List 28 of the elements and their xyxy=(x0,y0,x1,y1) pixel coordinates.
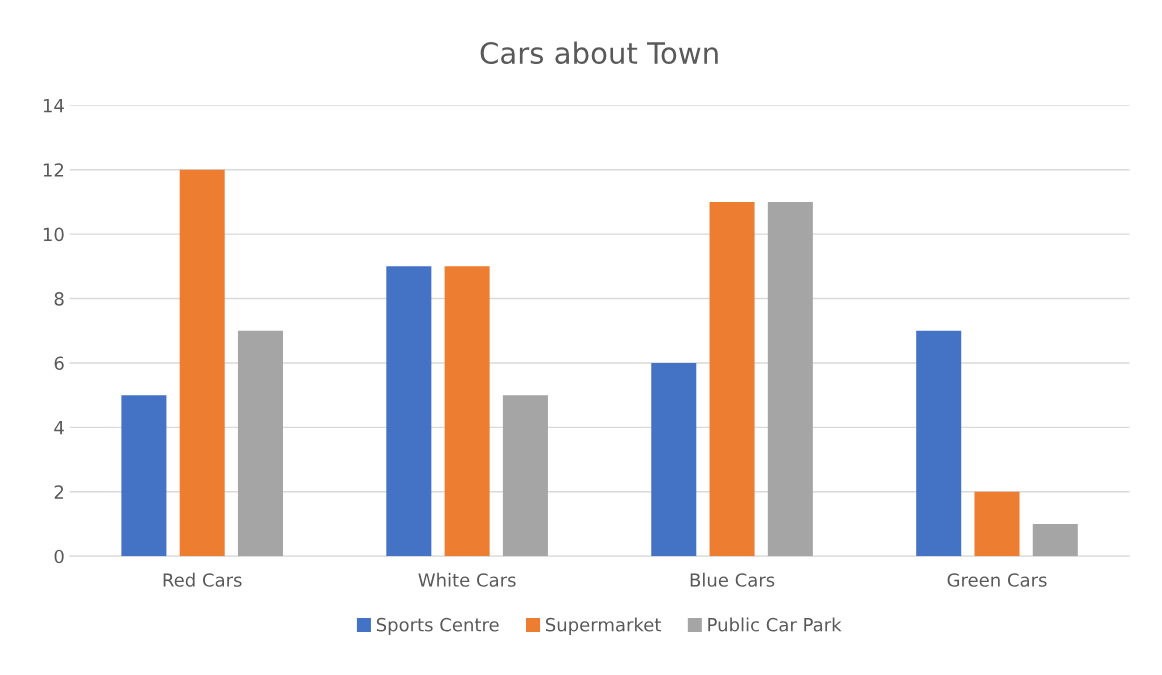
bar xyxy=(651,362,697,557)
legend-label: Public Car Park xyxy=(708,617,842,632)
bar xyxy=(709,201,755,557)
y-tick-label: 14 xyxy=(43,99,64,113)
y-tick-label: 6 xyxy=(54,356,64,371)
bar xyxy=(502,395,548,557)
bar xyxy=(1032,523,1078,557)
y-tick-label: 4 xyxy=(54,421,64,435)
x-tick-label: Red Cars xyxy=(163,572,242,587)
bar xyxy=(916,330,962,557)
x-tick-label: Green Cars xyxy=(947,573,1047,587)
bar xyxy=(386,266,432,557)
legend-label: Sports Centre xyxy=(376,617,499,636)
chart-title: Cars about Town xyxy=(480,41,718,65)
bar xyxy=(974,491,1020,557)
y-tick-label: 2 xyxy=(54,485,64,499)
x-tick-label: Blue Cars xyxy=(690,572,775,587)
y-tick-label: 0 xyxy=(54,549,64,564)
x-tick-label: White Cars xyxy=(418,572,516,587)
bar xyxy=(444,266,490,557)
bar xyxy=(121,395,167,557)
bar xyxy=(237,330,283,557)
bar xyxy=(179,169,225,557)
y-tick-label: 12 xyxy=(43,163,64,177)
bar xyxy=(767,201,813,557)
y-tick-label: 10 xyxy=(43,227,64,242)
legend-label: Supermarket xyxy=(545,617,661,636)
y-tick-label: 8 xyxy=(54,292,64,306)
